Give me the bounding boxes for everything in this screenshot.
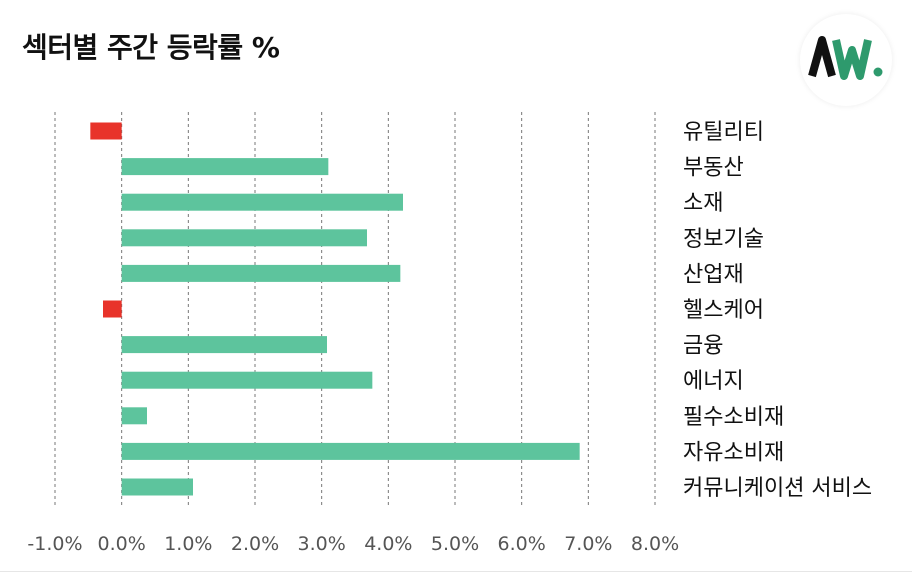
bar <box>121 193 404 211</box>
bar <box>121 158 329 176</box>
x-tick-label: 6.0% <box>498 533 546 555</box>
x-tick-label: 2.0% <box>231 533 279 555</box>
category-label: 산업재 <box>683 262 744 287</box>
x-tick-label: 7.0% <box>564 533 612 555</box>
bar <box>121 407 147 425</box>
bar <box>103 300 122 318</box>
category-label: 부동산 <box>683 156 744 181</box>
x-tick-label: -1.0% <box>27 533 82 555</box>
bar <box>90 122 122 140</box>
bar <box>121 229 368 247</box>
category-label: 금융 <box>683 334 723 359</box>
category-label: 자유소비재 <box>683 440 784 465</box>
bar <box>121 264 401 282</box>
category-label: 유틸리티 <box>683 120 764 145</box>
chart-title: 섹터별 주간 등락률 % <box>22 31 280 64</box>
category-label: 소재 <box>683 191 723 216</box>
x-tick-label: 3.0% <box>298 533 346 555</box>
bar <box>121 478 193 496</box>
bar <box>121 336 328 354</box>
x-tick-label: 0.0% <box>98 533 146 555</box>
category-label: 정보기술 <box>683 227 764 252</box>
x-tick-label: 1.0% <box>164 533 212 555</box>
category-label: 헬스케어 <box>683 298 764 323</box>
x-tick-label: 8.0% <box>631 533 679 555</box>
category-label: 필수소비재 <box>683 405 784 430</box>
bar <box>121 371 373 389</box>
x-tick-label: 4.0% <box>364 533 412 555</box>
x-tick-label: 5.0% <box>431 533 479 555</box>
aw-logo-icon <box>800 14 892 106</box>
category-label: 커뮤니케이션 서비스 <box>683 476 872 501</box>
category-label: 에너지 <box>683 369 744 394</box>
bar <box>121 442 580 460</box>
